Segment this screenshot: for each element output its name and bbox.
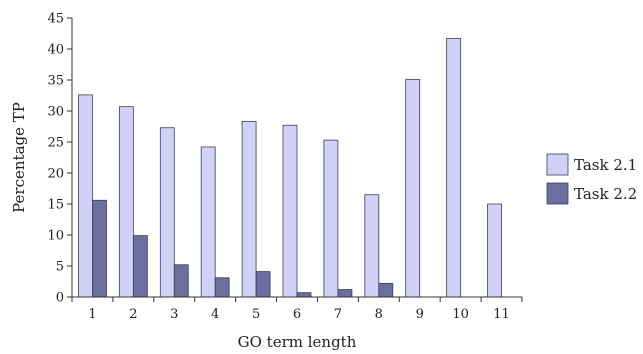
x-tick-label: 3 bbox=[170, 307, 178, 322]
bar-task-2-2-3 bbox=[173, 264, 189, 298]
bar-task-2-1-7 bbox=[323, 139, 339, 298]
x-tick-label: 1 bbox=[88, 307, 96, 322]
y-tick-label: 30 bbox=[47, 105, 64, 120]
y-tick-label: 20 bbox=[47, 167, 64, 182]
x-tick-label: 2 bbox=[129, 307, 137, 322]
y-tick-label: 40 bbox=[47, 43, 64, 58]
bar-task-2-2-6 bbox=[296, 292, 312, 298]
legend-swatch bbox=[546, 153, 569, 176]
bar-task-2-1-10 bbox=[446, 38, 462, 298]
bar-task-2-2-2 bbox=[132, 235, 148, 298]
bar-task-2-1-6 bbox=[282, 124, 298, 298]
bar-task-2-1-3 bbox=[159, 127, 175, 298]
y-axis-title: Percentage TP bbox=[10, 102, 28, 213]
bar-task-2-1-8 bbox=[364, 194, 380, 298]
y-tick-label: 25 bbox=[47, 136, 64, 151]
bar-task-2-1-9 bbox=[405, 78, 421, 298]
x-tick-label: 5 bbox=[252, 307, 260, 322]
y-tick-label: 15 bbox=[47, 198, 64, 213]
y-tick-label: 35 bbox=[47, 74, 64, 89]
x-tick-label: 10 bbox=[452, 307, 469, 322]
y-tick-label: 10 bbox=[47, 229, 64, 244]
x-tick-label: 9 bbox=[416, 307, 424, 322]
legend: Task 2.1 Task 2.2 bbox=[546, 153, 637, 205]
x-tick-label: 11 bbox=[493, 307, 510, 322]
bar-task-2-1-5 bbox=[241, 121, 257, 298]
bar-task-2-1-2 bbox=[118, 106, 134, 298]
bar-task-2-1-4 bbox=[200, 146, 216, 298]
y-tick-label: 0 bbox=[56, 291, 64, 306]
x-tick-label: 7 bbox=[334, 307, 342, 322]
y-axis-ticks: 0 5 10 15 20 25 30 35 40 45 bbox=[47, 12, 72, 306]
legend-label: Task 2.1 bbox=[574, 156, 637, 174]
bar-task-2-2-4 bbox=[214, 277, 230, 298]
y-tick-label: 5 bbox=[56, 260, 64, 275]
y-tick-label: 45 bbox=[47, 12, 64, 27]
x-tick-label: 8 bbox=[375, 307, 383, 322]
legend-label: Task 2.2 bbox=[574, 185, 637, 203]
bar-task-2-2-7 bbox=[337, 289, 353, 298]
x-tick-label: 4 bbox=[211, 307, 219, 322]
legend-swatch bbox=[546, 182, 569, 205]
x-axis-ticks: 1 2 3 4 5 6 7 8 9 10 11 bbox=[71, 297, 523, 322]
bars bbox=[78, 38, 502, 298]
bar-task-2-2-1 bbox=[92, 199, 107, 298]
bar-task-2-2-5 bbox=[255, 271, 271, 298]
x-axis-title: GO term length bbox=[238, 333, 357, 351]
bar-task-2-1-1 bbox=[78, 94, 93, 298]
x-tick-label: 6 bbox=[293, 307, 301, 322]
bar-task-2-1-11 bbox=[487, 203, 502, 298]
bar-task-2-2-8 bbox=[378, 282, 394, 298]
